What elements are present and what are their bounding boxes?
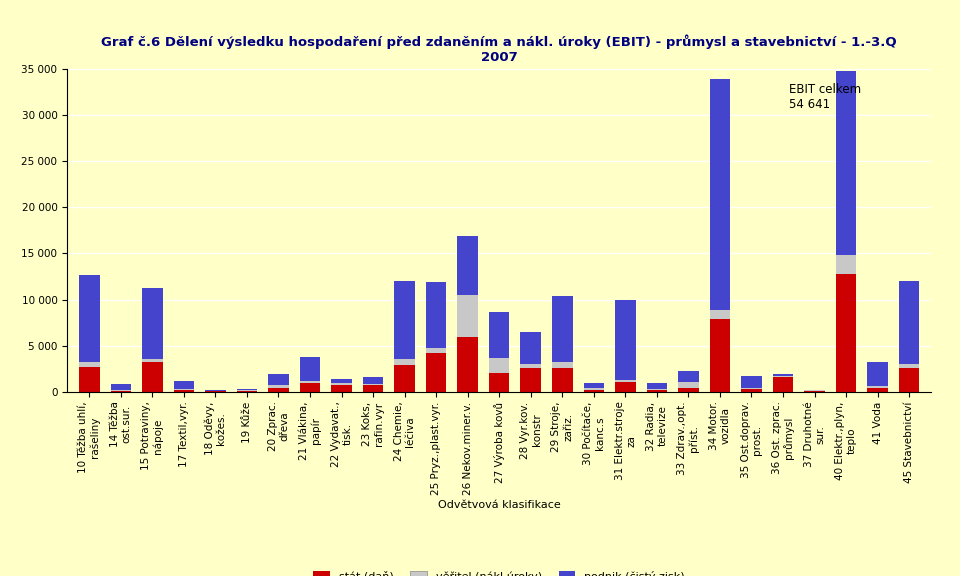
Bar	[678, 371, 699, 382]
Bar	[489, 312, 510, 358]
Bar	[237, 390, 257, 391]
Text: EBIT celkem
54 641: EBIT celkem 54 641	[789, 83, 861, 111]
Bar	[142, 362, 162, 392]
Bar	[615, 301, 636, 380]
Bar	[331, 384, 351, 385]
Bar	[457, 236, 478, 295]
Bar	[867, 362, 888, 386]
Bar	[709, 319, 731, 392]
Bar	[237, 389, 257, 390]
Bar	[899, 367, 920, 392]
X-axis label: Odvětvová klasifikace: Odvětvová klasifikace	[438, 501, 561, 510]
Legend: stát (daň), věřitel (nákl.úroky), podnik (čistý zisk): stát (daň), věřitel (nákl.úroky), podnik…	[309, 566, 689, 576]
Bar	[237, 391, 257, 392]
Bar	[804, 390, 825, 391]
Bar	[79, 275, 100, 362]
Bar	[331, 385, 351, 392]
Bar	[174, 389, 194, 390]
Bar	[520, 367, 541, 392]
Bar	[867, 388, 888, 392]
Bar	[741, 388, 761, 389]
Bar	[804, 391, 825, 392]
Bar	[836, 71, 856, 255]
Bar	[457, 338, 478, 392]
Bar	[142, 359, 162, 362]
Bar	[174, 390, 194, 392]
Bar	[678, 388, 699, 392]
Bar	[520, 365, 541, 367]
Bar	[773, 377, 793, 392]
Bar	[678, 382, 699, 388]
Bar	[584, 390, 604, 392]
Bar	[300, 381, 321, 383]
Bar	[426, 353, 446, 392]
Bar	[300, 357, 321, 381]
Bar	[395, 359, 415, 365]
Bar	[647, 390, 667, 392]
Bar	[647, 384, 667, 389]
Bar	[268, 388, 289, 392]
Bar	[584, 388, 604, 390]
Bar	[268, 385, 289, 388]
Bar	[489, 373, 510, 392]
Bar	[426, 348, 446, 353]
Bar	[110, 391, 132, 392]
Bar	[836, 255, 856, 274]
Bar	[489, 358, 510, 373]
Bar	[142, 288, 162, 359]
Bar	[395, 281, 415, 359]
Title: Graf č.6 Dělení výsledku hospodaření před zdaněním a nákl. úroky (EBIT) - průmys: Graf č.6 Dělení výsledku hospodaření pře…	[102, 34, 897, 64]
Bar	[552, 296, 572, 362]
Bar	[426, 282, 446, 348]
Bar	[899, 281, 920, 363]
Bar	[615, 381, 636, 392]
Bar	[741, 389, 761, 392]
Bar	[268, 374, 289, 385]
Bar	[867, 386, 888, 388]
Bar	[709, 79, 731, 310]
Bar	[300, 383, 321, 392]
Bar	[552, 362, 572, 367]
Bar	[395, 365, 415, 392]
Bar	[741, 376, 761, 388]
Bar	[520, 332, 541, 365]
Bar	[647, 389, 667, 390]
Bar	[79, 362, 100, 367]
Bar	[836, 274, 856, 392]
Bar	[79, 367, 100, 392]
Bar	[899, 363, 920, 367]
Bar	[110, 390, 132, 391]
Bar	[174, 381, 194, 389]
Bar	[331, 379, 351, 384]
Bar	[110, 384, 132, 390]
Bar	[615, 380, 636, 381]
Bar	[363, 385, 383, 392]
Bar	[552, 367, 572, 392]
Bar	[773, 376, 793, 377]
Bar	[773, 374, 793, 376]
Bar	[363, 377, 383, 384]
Bar	[709, 310, 731, 319]
Bar	[363, 384, 383, 385]
Bar	[584, 383, 604, 388]
Bar	[457, 295, 478, 338]
